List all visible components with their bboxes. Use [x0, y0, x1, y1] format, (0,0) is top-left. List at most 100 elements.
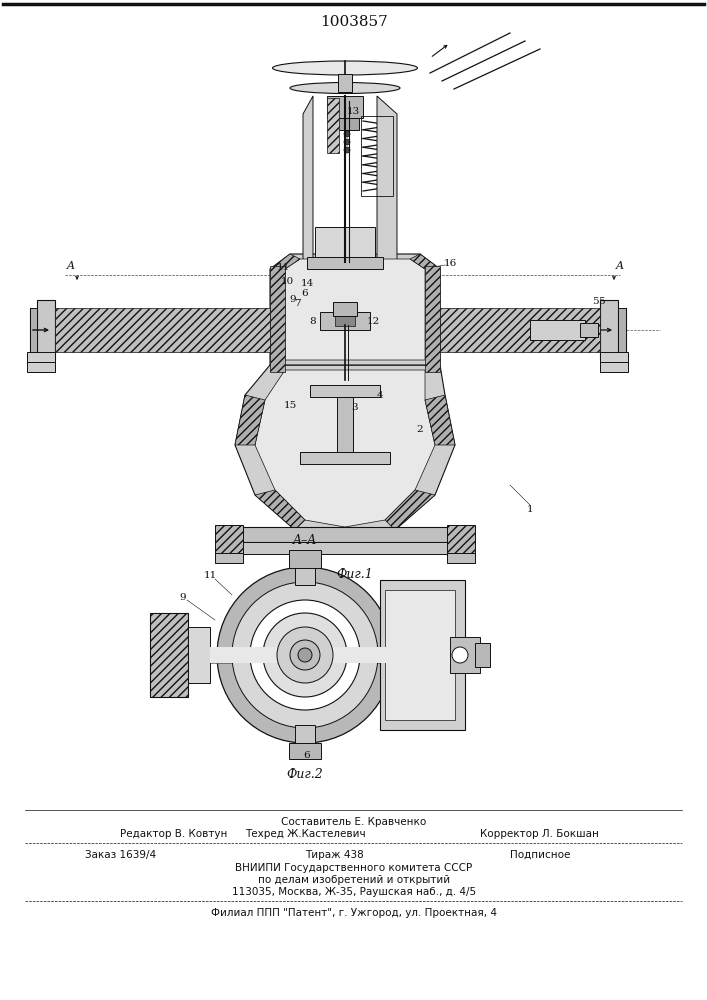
Text: Техред Ж.Кастелевич: Техред Ж.Кастелевич [245, 829, 366, 839]
Bar [530, 320, 585, 340]
Bar [289, 550, 321, 568]
Bar [618, 308, 626, 352]
Bar [385, 590, 455, 720]
Text: Составитель Е. Кравченко: Составитель Е. Кравченко [281, 817, 426, 827]
Bar [270, 266, 285, 372]
Text: 9: 9 [290, 296, 296, 304]
Text: Корректор Л. Бокшан: Корректор Л. Бокшан [480, 829, 599, 839]
Bar [425, 266, 440, 372]
Text: 14: 14 [300, 278, 314, 288]
Text: Филиал ППП "Патент", г. Ужгород, ул. Проектная, 4: Филиал ППП "Патент", г. Ужгород, ул. Про… [211, 908, 497, 918]
Ellipse shape [290, 83, 400, 94]
Bar [55, 312, 270, 348]
Bar [333, 302, 357, 316]
Text: 6: 6 [302, 288, 308, 298]
Polygon shape [235, 395, 265, 445]
Bar [580, 323, 598, 337]
Circle shape [344, 131, 350, 137]
Bar [235, 542, 455, 554]
Circle shape [452, 647, 468, 663]
Bar [440, 308, 600, 352]
Bar [447, 553, 475, 563]
Text: 4: 4 [377, 390, 383, 399]
Bar [215, 525, 243, 555]
Circle shape [277, 627, 333, 683]
Text: Тираж 438: Тираж 438 [305, 850, 363, 860]
Bar [447, 525, 475, 555]
Text: Подписное: Подписное [510, 850, 571, 860]
Bar [55, 308, 270, 352]
Text: 16: 16 [443, 258, 457, 267]
Text: 8: 8 [310, 318, 316, 326]
Circle shape [217, 567, 393, 743]
Bar [450, 637, 480, 673]
Bar [440, 312, 600, 348]
Text: 3: 3 [351, 402, 358, 412]
Ellipse shape [272, 61, 418, 75]
Text: 1003857: 1003857 [320, 15, 388, 29]
Polygon shape [255, 490, 305, 530]
Text: Заказ 1639/4: Заказ 1639/4 [85, 850, 156, 860]
Text: 11: 11 [276, 262, 290, 271]
Bar [215, 553, 243, 563]
Bar [335, 316, 355, 326]
Circle shape [298, 648, 312, 662]
Circle shape [250, 600, 360, 710]
Bar [315, 227, 375, 272]
Polygon shape [425, 395, 455, 445]
Bar [295, 567, 315, 585]
Bar [295, 725, 315, 745]
Polygon shape [410, 254, 440, 269]
Bar [337, 397, 353, 452]
Text: A: A [616, 261, 624, 271]
Text: A: A [67, 261, 75, 271]
Text: A–A: A–A [293, 534, 317, 546]
Polygon shape [385, 490, 435, 530]
Text: 113035, Москва, Ж-35, Раушская наб., д. 4/5: 113035, Москва, Ж-35, Раушская наб., д. … [232, 887, 476, 897]
Polygon shape [270, 254, 440, 365]
Text: 7: 7 [293, 298, 300, 308]
Text: 10: 10 [281, 277, 293, 286]
Bar [600, 352, 628, 362]
Circle shape [344, 147, 350, 153]
Circle shape [290, 640, 320, 670]
Bar [380, 580, 465, 730]
Text: ВНИИПИ Государственного комитета СССР: ВНИИПИ Государственного комитета СССР [235, 863, 472, 873]
Text: Фиг.2: Фиг.2 [286, 768, 323, 782]
Polygon shape [235, 365, 455, 540]
Text: 15: 15 [284, 400, 297, 410]
Bar [331, 118, 359, 130]
Text: Редактор В. Ковтун: Редактор В. Ковтун [120, 829, 228, 839]
Bar [235, 527, 455, 542]
Bar [600, 362, 628, 372]
Text: 2: 2 [416, 426, 423, 434]
Text: 6: 6 [304, 750, 310, 760]
Polygon shape [285, 259, 425, 360]
Circle shape [232, 582, 378, 728]
Bar [27, 362, 55, 372]
Bar [307, 257, 383, 269]
Bar [338, 74, 352, 92]
Bar [320, 312, 370, 330]
Bar [475, 643, 490, 667]
Bar [37, 300, 55, 360]
Text: по делам изобретений и открытий: по делам изобретений и открытий [258, 875, 450, 885]
Bar [289, 743, 321, 759]
Bar [27, 352, 55, 362]
Text: 9: 9 [180, 592, 187, 601]
Bar [361, 116, 393, 196]
Polygon shape [303, 96, 313, 272]
Bar [30, 308, 37, 352]
Bar [327, 98, 339, 153]
Polygon shape [255, 370, 435, 527]
Circle shape [263, 613, 347, 697]
Bar [310, 385, 380, 397]
Text: 12: 12 [366, 318, 380, 326]
Polygon shape [270, 254, 300, 269]
Bar [210, 647, 400, 663]
Bar [188, 627, 210, 683]
Text: 5: 5 [597, 298, 604, 306]
Text: 11: 11 [204, 570, 216, 580]
Bar [300, 452, 390, 464]
Bar [600, 300, 618, 360]
